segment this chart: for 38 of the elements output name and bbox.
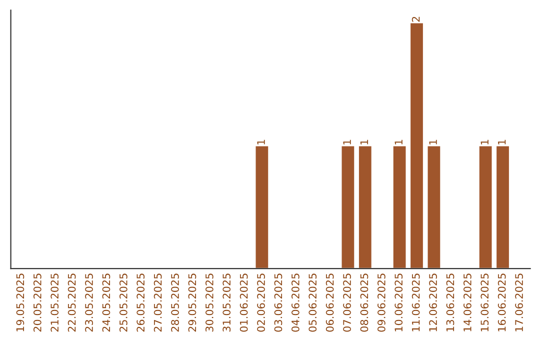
- x-tick-label: 30.05.2025: [205, 274, 214, 332]
- data-label: 1: [343, 140, 351, 144]
- data-label: 1: [360, 140, 368, 144]
- x-tick-label: 15.06.2025: [480, 274, 489, 332]
- x-tick-label: 17.06.2025: [515, 274, 523, 332]
- data-label: 1: [394, 140, 402, 144]
- x-tick-label: 24.05.2025: [102, 274, 110, 332]
- x-tick-label: 12.06.2025: [429, 274, 437, 332]
- x-tick-label: 26.05.2025: [136, 274, 145, 332]
- x-tick-label: 28.05.2025: [171, 274, 179, 332]
- x-tick-label: 25.05.2025: [119, 274, 128, 332]
- x-tick-label: 06.06.2025: [326, 274, 334, 332]
- x-tick-label: 21.05.2025: [50, 274, 59, 332]
- x-tick-label: 03.06.2025: [274, 274, 282, 332]
- x-tick-label: 14.06.2025: [464, 274, 472, 332]
- x-tick-label: 05.06.2025: [308, 274, 317, 332]
- x-tick-label: 02.06.2025: [257, 274, 265, 332]
- x-tick-label: 27.05.2025: [154, 274, 162, 332]
- x-tick-label: 07.06.2025: [343, 274, 351, 332]
- data-label: 2: [412, 16, 420, 22]
- x-tick-label: 04.06.2025: [291, 274, 300, 332]
- data-label: 1: [257, 140, 265, 144]
- x-tick-label: 01.06.2025: [240, 274, 248, 332]
- x-tick-label: 09.06.2025: [377, 274, 386, 332]
- x-tick-label: 31.05.2025: [222, 274, 231, 332]
- data-label: 1: [480, 140, 488, 144]
- x-tick-label: 22.05.2025: [68, 274, 76, 332]
- x-tick-label: 08.06.2025: [360, 274, 368, 332]
- x-tick-label: 19.05.2025: [16, 274, 24, 332]
- x-tick-label: 13.06.2025: [446, 274, 454, 332]
- x-tick-label: 10.06.2025: [394, 274, 403, 332]
- x-tick-label: 20.05.2025: [33, 274, 42, 332]
- data-label: 1: [429, 140, 437, 144]
- x-tick-label: 16.06.2025: [498, 274, 506, 332]
- x-tick-label: 11.06.2025: [412, 274, 420, 332]
- x-tick-label: 23.05.2025: [85, 274, 93, 332]
- data-label: 1: [498, 140, 506, 144]
- x-tick-label: 29.05.2025: [188, 274, 196, 332]
